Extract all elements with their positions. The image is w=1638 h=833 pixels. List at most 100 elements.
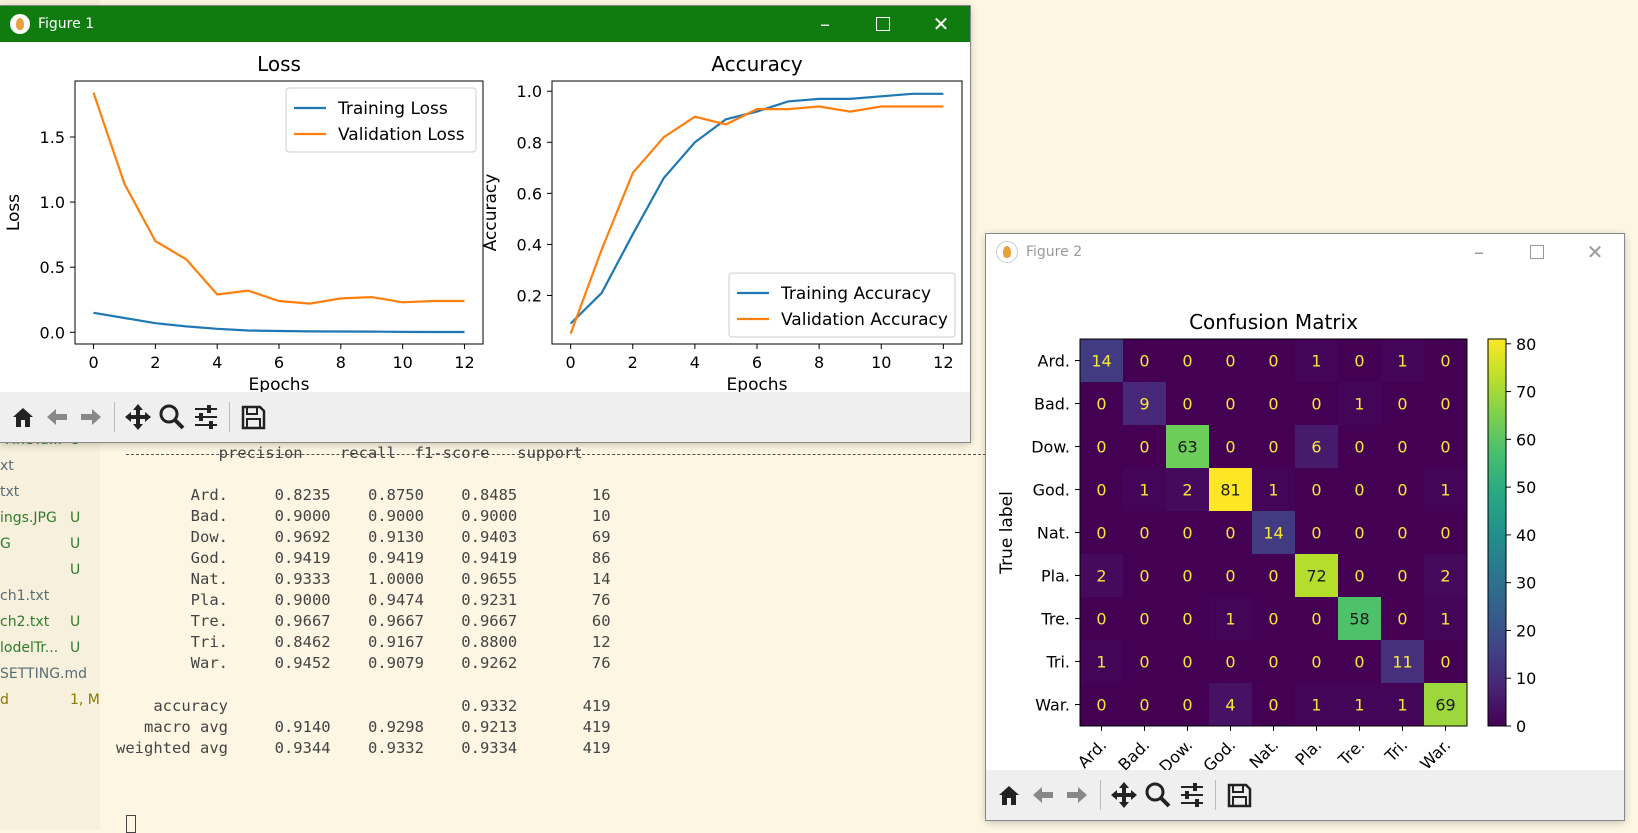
cm-cell: [1295, 511, 1338, 554]
cm-cell: [1123, 382, 1166, 425]
cm-cell-value: 0: [1440, 653, 1450, 672]
cm-x-tick-label: Ard.: [1074, 735, 1110, 770]
cm-cell-value: 0: [1182, 610, 1192, 629]
cm-cell-value: 0: [1139, 352, 1149, 371]
cm-cell: [1424, 468, 1467, 511]
cm-cell-value: 0: [1225, 524, 1235, 543]
forward-button[interactable]: [1060, 778, 1094, 812]
forward-button[interactable]: [74, 400, 108, 434]
cm-cell-value: 0: [1397, 524, 1407, 543]
save-button[interactable]: [1222, 778, 1256, 812]
zoom-button[interactable]: [1141, 778, 1175, 812]
home-button[interactable]: [6, 400, 40, 434]
cm-cell: [1338, 468, 1381, 511]
accuracy-x-tick-label: 0: [566, 353, 576, 372]
back-button[interactable]: [40, 400, 74, 434]
cm-x-tick-label: Tri.: [1381, 735, 1412, 766]
loss-series-line: [93, 311, 465, 334]
cm-cell: [1252, 468, 1295, 511]
cm-cell: [1295, 683, 1338, 726]
cm-cell-value: 1: [1311, 352, 1321, 371]
close-button[interactable]: ✕: [912, 6, 970, 42]
report-row: War. 0.9452 0.9079 0.9262 76: [116, 654, 611, 672]
close-button[interactable]: ✕: [1566, 234, 1624, 270]
cm-y-tick-label: Nat.: [1037, 524, 1070, 543]
cm-x-tick-label: War.: [1416, 735, 1454, 770]
cm-cell-value: 0: [1182, 653, 1192, 672]
cm-cell-value: 0: [1268, 352, 1278, 371]
cm-cell-value: 0: [1268, 567, 1278, 586]
cm-cell-value: 0: [1139, 653, 1149, 672]
explorer-item-name: lodelTr...: [0, 640, 59, 656]
report-row: Dow. 0.9692 0.9130 0.9403 69: [116, 528, 611, 546]
report-summary-row: macro avg 0.9140 0.9298 0.9213 419: [116, 718, 611, 736]
maximize-button[interactable]: [1508, 234, 1566, 270]
cm-cell: [1381, 597, 1424, 640]
toolbar-separator: [1100, 780, 1101, 810]
loss-xlabel: Epochs: [249, 375, 310, 392]
cm-cell: [1252, 597, 1295, 640]
home-icon: [999, 786, 1019, 805]
cm-cell-value: 14: [1263, 524, 1283, 543]
cm-cell-value: 1: [1268, 481, 1278, 500]
cm-cell: [1166, 511, 1209, 554]
cm-cell-value: 0: [1225, 438, 1235, 457]
cm-cell: [1295, 640, 1338, 683]
maximize-button[interactable]: [854, 6, 912, 42]
cm-cell: [1252, 382, 1295, 425]
zoom-button[interactable]: [155, 400, 189, 434]
back-arrow-icon: [47, 409, 67, 425]
loss-x-tick-label: 4: [212, 353, 222, 372]
cm-y-tick-label: Tri.: [1045, 653, 1070, 672]
pan-icon: [1111, 782, 1137, 808]
cm-cell: [1166, 597, 1209, 640]
figure1-titlebar[interactable]: Figure 1 – ✕: [0, 6, 970, 42]
cm-cell: [1295, 468, 1338, 511]
pan-button[interactable]: [121, 400, 155, 434]
cm-cell-value: 1: [1225, 610, 1235, 629]
minimize-button[interactable]: –: [1450, 234, 1508, 270]
cm-cell-value: 0: [1440, 524, 1450, 543]
report-row: God. 0.9419 0.9419 0.9419 86: [116, 549, 611, 567]
pan-button[interactable]: [1107, 778, 1141, 812]
home-button[interactable]: [992, 778, 1026, 812]
cm-cell: [1123, 554, 1166, 597]
cm-cell-value: 0: [1182, 352, 1192, 371]
cm-cell-value: 0: [1397, 567, 1407, 586]
cm-cell-value: 1: [1440, 610, 1450, 629]
accuracy-y-tick-label: 1.0: [517, 82, 542, 101]
cm-cell: [1080, 554, 1123, 597]
figure2-titlebar[interactable]: Figure 2 – ✕: [986, 234, 1624, 270]
cm-cell: [1123, 683, 1166, 726]
close-icon: ✕: [1586, 240, 1604, 264]
sliders-icon: [195, 405, 217, 429]
loss-ylabel: Loss: [4, 194, 24, 231]
figure2-window[interactable]: Figure 2 – ✕ Confusion Matrix 14 0 0 0 0 1 0 1 0 0…: [986, 234, 1624, 820]
cm-title: Confusion Matrix: [1189, 310, 1358, 334]
minimize-button[interactable]: –: [796, 6, 854, 42]
loss-x-tick-label: 8: [336, 353, 346, 372]
cm-cell-value: 1: [1139, 481, 1149, 500]
configure-button[interactable]: [1175, 778, 1209, 812]
cm-cell-value: 0: [1354, 438, 1364, 457]
back-button[interactable]: [1026, 778, 1060, 812]
cm-cell: [1295, 597, 1338, 640]
cm-cell: [1209, 382, 1252, 425]
cm-cell: [1338, 339, 1381, 382]
accuracy-x-tick-label: 4: [690, 353, 700, 372]
cm-cell: [1080, 425, 1123, 468]
save-button[interactable]: [236, 400, 270, 434]
cm-cell-value: 0: [1440, 395, 1450, 414]
cm-cell: [1252, 339, 1295, 382]
cm-x-tick-label: Dow.: [1155, 735, 1196, 770]
cm-cell-value: 0: [1182, 524, 1192, 543]
toolbar-separator: [1215, 780, 1216, 810]
configure-button[interactable]: [189, 400, 223, 434]
loss-y-tick-label: 0.5: [40, 258, 65, 277]
cm-cell: [1080, 640, 1123, 683]
cm-x-tick-label: Nat.: [1245, 735, 1282, 770]
cm-cell-value: 1: [1096, 653, 1106, 672]
cm-y-tick-label: Pla.: [1041, 567, 1070, 586]
figure1-window[interactable]: Figure 1 – ✕ Loss 0 2 4 6 8 10 12 0.0 0.5 1.0 1.5 Ep…: [0, 6, 970, 442]
cm-cell: [1080, 339, 1123, 382]
